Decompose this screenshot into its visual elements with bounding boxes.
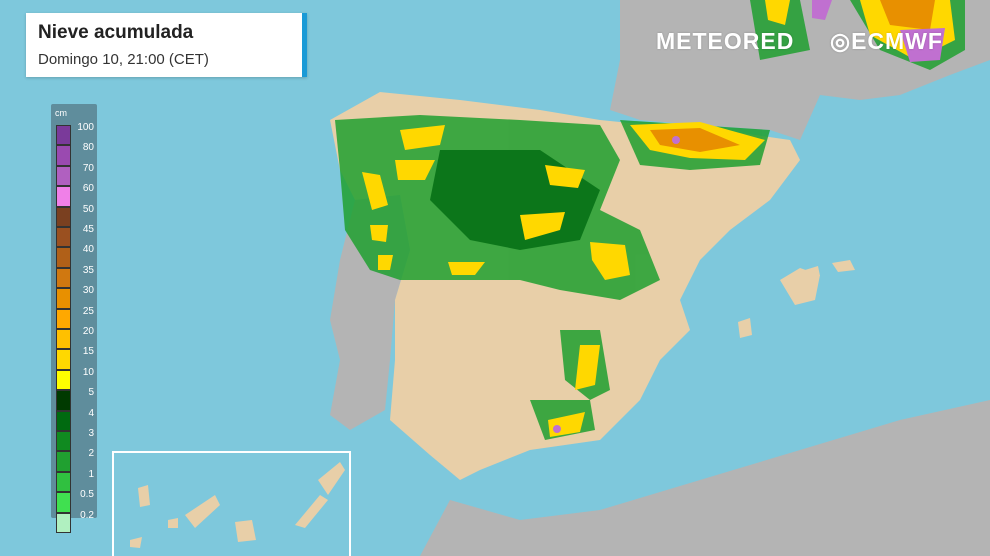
- title-panel: Nieve acumulada Domingo 10, 21:00 (CET): [26, 13, 307, 77]
- legend-swatch: [56, 227, 71, 248]
- snow-purple-areas: [553, 0, 945, 433]
- ecmwf-logo-text: ECMWF: [851, 28, 943, 54]
- ecmwf-emblem-icon: ◎: [830, 28, 852, 54]
- legend-swatch: [56, 206, 71, 227]
- legend-swatch: [56, 512, 71, 533]
- legend-label: 0.2: [80, 509, 94, 521]
- legend-swatch: [56, 390, 71, 411]
- legend-swatch: [56, 267, 71, 289]
- snow-orange-areas: [650, 0, 935, 152]
- legend-label: 45: [82, 224, 94, 235]
- legend-label: 0.5: [80, 489, 94, 501]
- mallorca: [780, 268, 820, 305]
- legend-label: 15: [82, 346, 94, 358]
- legend-swatch: [56, 288, 71, 309]
- ibiza: [738, 318, 752, 338]
- mallorca-n: [805, 266, 820, 276]
- legend-label: 30: [82, 285, 94, 297]
- legend-swatch: [56, 471, 71, 493]
- map-title: Nieve acumulada: [38, 22, 194, 43]
- legend-swatch: [56, 165, 71, 187]
- meteored-logo: METEORED: [656, 28, 795, 54]
- snow-legend: cm 100 80 70 60 50 45 40 35 30 25 20 15 10 5 4 3 2 1 0.5 0.…: [51, 104, 97, 533]
- legend-swatch: [56, 145, 71, 166]
- legend-unit: cm: [55, 108, 67, 118]
- map-timestamp: Domingo 10, 21:00 (CET): [38, 51, 209, 68]
- legend-label: 1: [88, 468, 94, 480]
- legend-label: 50: [82, 203, 94, 215]
- legend-swatch: [56, 186, 71, 207]
- legend-swatch: [56, 431, 71, 452]
- legend-swatch: [56, 125, 71, 146]
- legend-label: 5: [88, 387, 94, 399]
- legend-label: 60: [82, 183, 94, 195]
- legend-swatch: [56, 329, 71, 350]
- legend-label: 4: [88, 407, 94, 419]
- legend-label: 10: [82, 366, 94, 378]
- legend-label: 80: [82, 142, 94, 154]
- legend-swatch: [56, 247, 71, 268]
- menorca: [832, 260, 855, 272]
- canary-islands-inset: [112, 451, 351, 556]
- legend-swatch: [56, 369, 71, 391]
- legend-label: 40: [82, 244, 94, 256]
- legend-swatch: [56, 451, 71, 472]
- legend-label: 20: [82, 326, 94, 337]
- legend-label: 70: [82, 162, 94, 174]
- ecmwf-logo: ◎ECMWF: [830, 28, 943, 55]
- legend-label: 25: [82, 305, 94, 317]
- legend-label: 3: [88, 428, 94, 439]
- legend-swatch: [56, 349, 71, 370]
- legend-label: 2: [88, 448, 94, 460]
- canary-islands: [130, 462, 345, 548]
- africa-land: [420, 400, 990, 556]
- legend-label: 100: [77, 122, 94, 133]
- legend-label: 35: [82, 264, 94, 276]
- legend-swatch: [56, 492, 71, 513]
- legend-swatch: [56, 410, 71, 431]
- legend-swatch: [56, 308, 71, 329]
